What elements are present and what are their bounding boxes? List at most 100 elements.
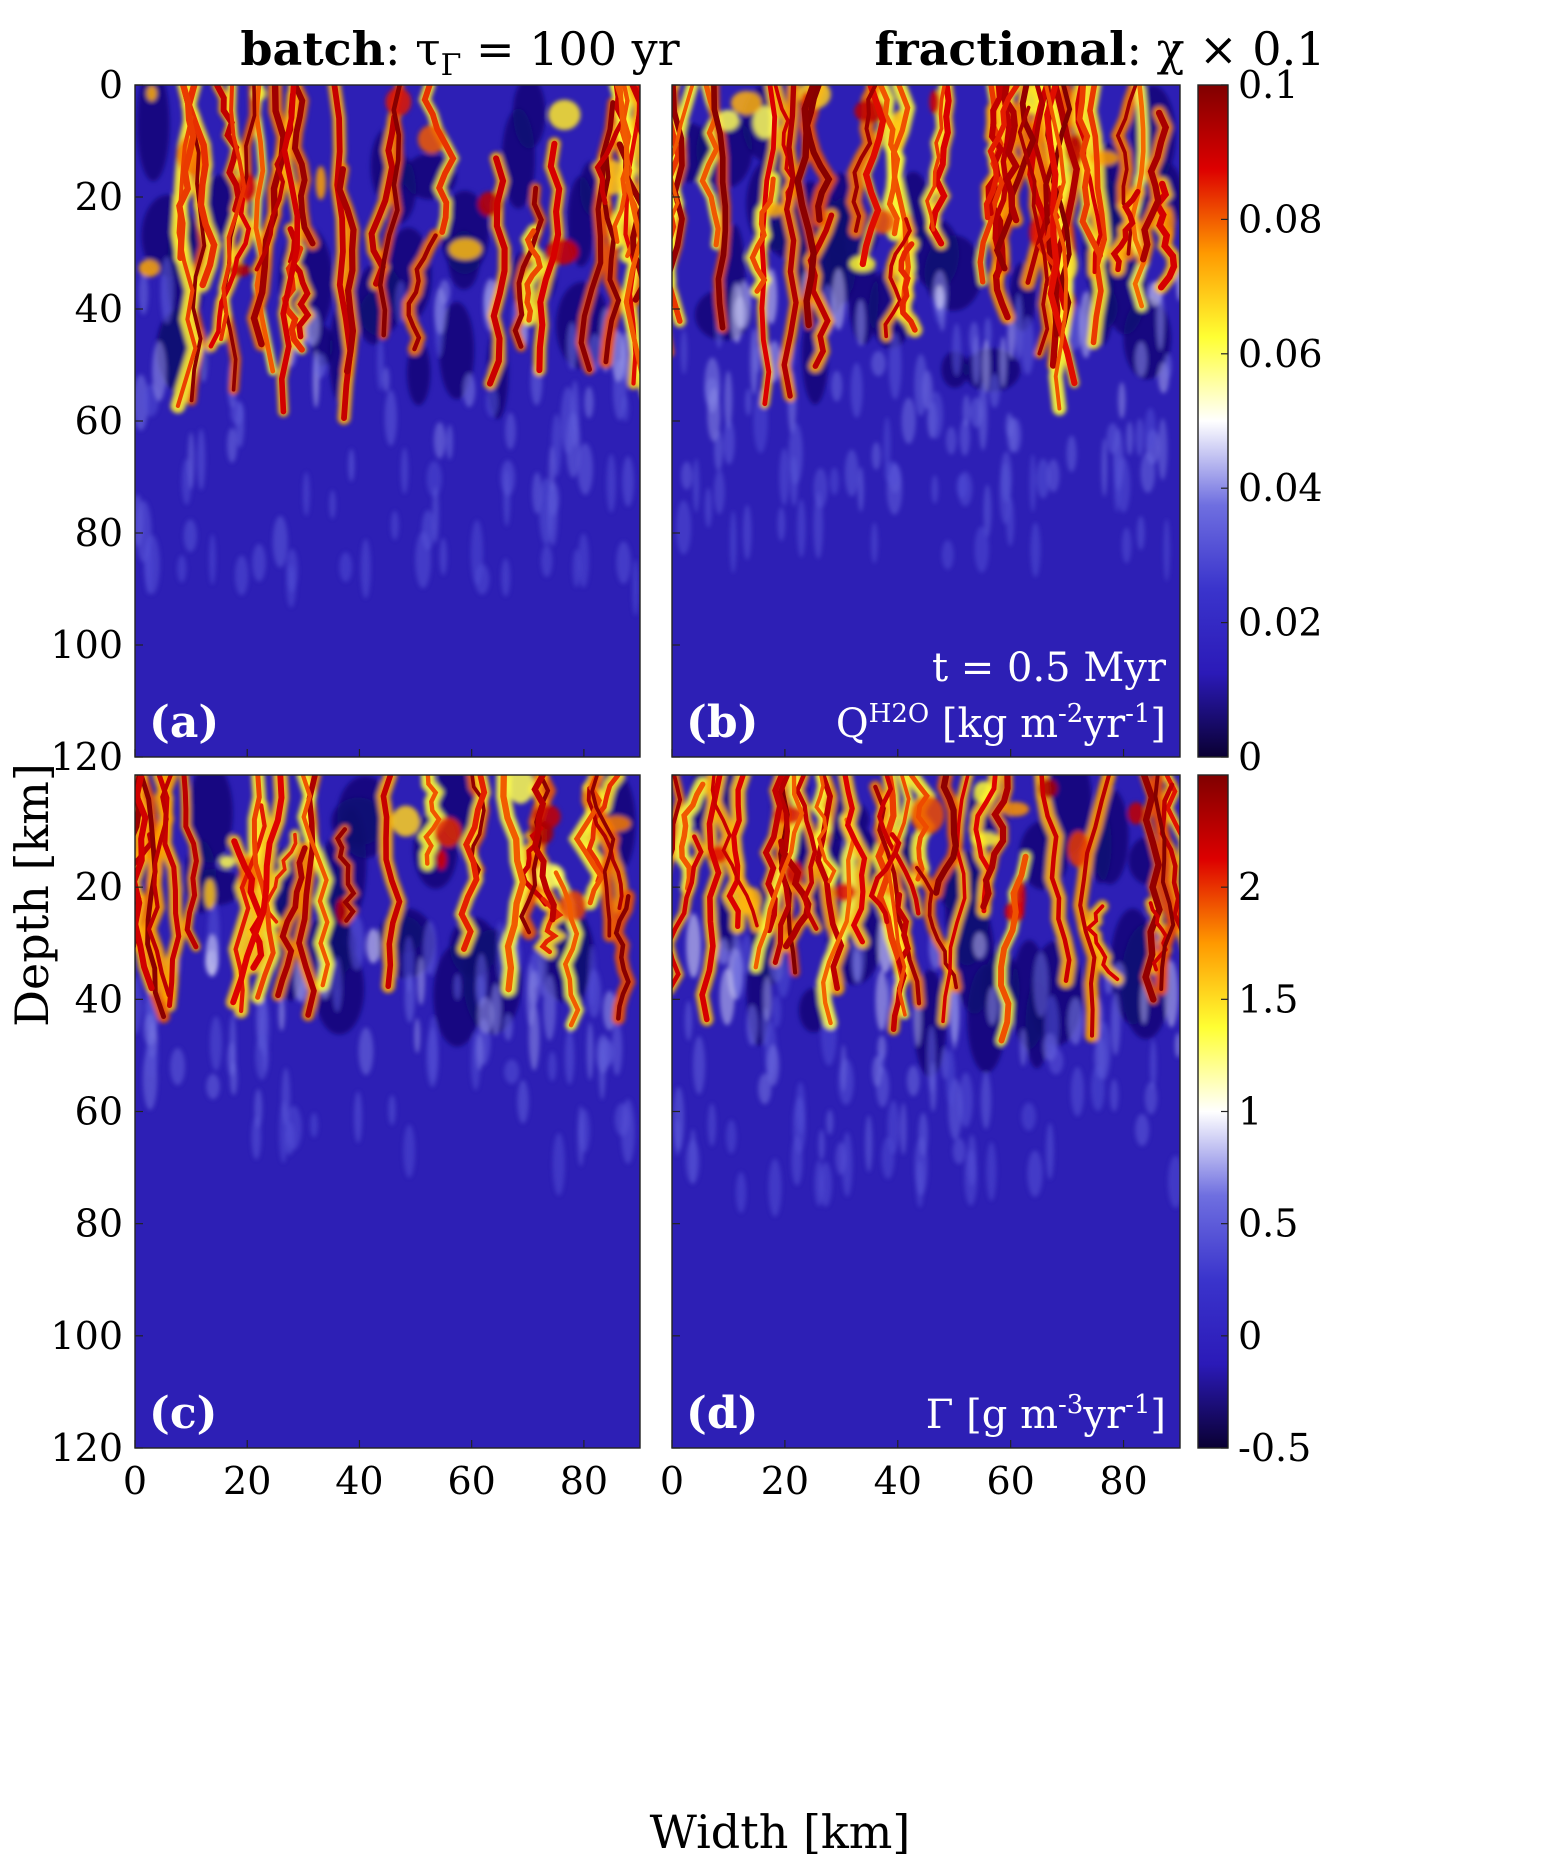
wisp (439, 537, 448, 576)
wisp (1101, 438, 1108, 497)
wisp (543, 974, 556, 1041)
streak (1140, 109, 1170, 263)
hot-blob (436, 849, 447, 870)
hot-blob (218, 855, 236, 869)
x-tick-label: 20 (223, 1459, 271, 1503)
wisp (704, 487, 712, 528)
wisp (967, 1134, 977, 1186)
wisp (503, 1013, 513, 1041)
streak (617, 85, 640, 377)
wisp (587, 945, 596, 1007)
streak (251, 775, 276, 1000)
wisp (229, 1061, 238, 1096)
wisp (980, 1071, 992, 1130)
y-tick-label: 80 (75, 511, 123, 555)
wisp (958, 1072, 973, 1128)
wisp (209, 534, 216, 585)
streak (726, 775, 746, 930)
hot-blob (138, 259, 160, 277)
streak (300, 775, 331, 988)
wisp (987, 986, 998, 1025)
wisp (475, 953, 487, 1004)
streak (1110, 188, 1141, 273)
low-patch (406, 339, 431, 406)
wisp (978, 382, 988, 451)
wisp (835, 1142, 847, 1175)
streak (275, 845, 308, 999)
wisp (844, 449, 859, 497)
streak (138, 775, 167, 1020)
streak (672, 775, 683, 859)
wisp (541, 544, 553, 578)
wisp (1036, 458, 1050, 499)
wisp (950, 989, 959, 1050)
streak (531, 775, 557, 923)
wisp (972, 932, 987, 959)
low-patch (848, 251, 879, 345)
wisp (272, 515, 288, 568)
wisp (1007, 314, 1016, 359)
wisp (693, 458, 700, 513)
wisp (577, 1105, 585, 1167)
wisp (586, 1022, 594, 1080)
low-patch (439, 301, 475, 400)
wisp (475, 1034, 484, 1071)
wisp (945, 426, 957, 455)
y-tick-label: 20 (75, 175, 123, 219)
wisp (170, 1048, 186, 1086)
wisp (685, 1139, 700, 1184)
y-tick-label: 40 (75, 977, 123, 1021)
wisp (138, 271, 149, 315)
wisp (1136, 516, 1145, 550)
wisp (758, 1073, 772, 1105)
y-tick-label: 100 (50, 1314, 123, 1358)
wisp (900, 1102, 907, 1155)
wisp (1135, 1113, 1150, 1147)
wisp (485, 387, 499, 418)
streak (185, 85, 218, 289)
wisp (206, 1073, 220, 1100)
wisp (1118, 382, 1126, 419)
panel-c: 0 20 40 60 80 20 40 60 80 100 120 (c) (50, 774, 641, 1503)
wisp (871, 522, 878, 564)
streak (590, 775, 616, 938)
wisp (726, 1119, 737, 1154)
streak (486, 155, 508, 387)
wisp (986, 1142, 997, 1201)
streak (753, 775, 805, 970)
wisp (766, 1044, 780, 1087)
streak (336, 166, 357, 375)
wisp (251, 1115, 262, 1160)
wisp (1096, 1021, 1111, 1080)
streak (772, 775, 792, 965)
wisp (135, 374, 149, 431)
wisp (887, 1100, 900, 1155)
x-axis-label: Width [km] (650, 1805, 911, 1859)
panel-a: 0 20 40 60 80 100 120 (a) (50, 63, 641, 779)
colorbar-tick-label: 0.06 (1238, 332, 1323, 376)
wisp (143, 1013, 157, 1046)
wisp (144, 539, 153, 595)
wisp (353, 1091, 363, 1143)
streak (1085, 904, 1120, 982)
wisp (414, 1018, 421, 1054)
wisp (883, 416, 891, 471)
wisp (962, 394, 971, 428)
streak (877, 85, 901, 237)
streak (230, 775, 285, 1006)
panel-d: 0 20 40 60 80 (d) Γ [g m-3yr-1] (660, 774, 1181, 1503)
wisp (1019, 1028, 1027, 1067)
wisp (463, 373, 476, 408)
wisp (152, 341, 167, 402)
wisp (349, 915, 365, 970)
wisp (474, 564, 490, 595)
wisp (417, 957, 426, 1005)
wisp (989, 373, 1000, 408)
x-tick-label: 80 (1099, 1459, 1147, 1503)
wisp (490, 983, 502, 1036)
hot-blob (507, 775, 535, 804)
wisp (360, 538, 371, 599)
wisp (428, 1016, 438, 1082)
streak (146, 775, 173, 998)
wisp (426, 460, 442, 497)
